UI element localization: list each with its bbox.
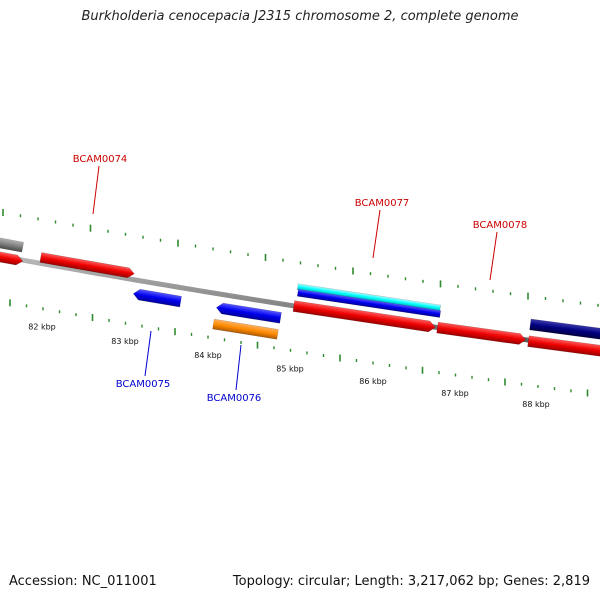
scale-label: 83 kbp: [111, 337, 139, 346]
gray-feature-left: [0, 236, 24, 253]
gene-label-leader: [144, 330, 152, 377]
bcam0077-cds: [292, 300, 436, 333]
navy-feature: [529, 318, 600, 341]
scale-label: 87 kbp: [441, 389, 469, 398]
gene-labels: BCAM0074 BCAM0075 BCAM0076 BCAM0077 BCAM0078: [73, 154, 528, 404]
blue-band-feature-shape: [296, 288, 442, 318]
gene-label: BCAM0075: [116, 379, 171, 390]
forward-cds-left: [0, 250, 24, 266]
scale-label: 88 kbp: [522, 400, 550, 409]
outer-tick-ring: [2, 209, 599, 307]
forward-cds-left-shape: [0, 250, 24, 266]
scale-label: 84 kbp: [194, 351, 222, 360]
gene-label: BCAM0077: [355, 198, 410, 209]
map-title: Burkholderia cenocepacia J2315 chromosom…: [81, 9, 519, 24]
scale-label: 86 kbp: [359, 377, 387, 386]
inner-tick-ring: [9, 299, 589, 397]
forward-cds-right: [527, 335, 600, 358]
scale-label: 85 kbp: [276, 364, 304, 373]
orange-feature-shape: [212, 318, 279, 340]
kbp-scale-labels: 82 kbp 83 kbp 84 kbp 85 kbp 86 kbp 87 kbp 88 k…: [28, 323, 550, 410]
gene-label-leader: [235, 344, 242, 391]
bcam0075-cds-shape: [132, 288, 182, 308]
gene-label: BCAM0074: [73, 154, 128, 165]
blue-band-feature: [296, 288, 442, 318]
gene-label: BCAM0078: [473, 220, 528, 231]
bcam0074-cds: [39, 252, 135, 279]
forward-cds-right-shape: [527, 335, 600, 358]
bcam0077-cds-shape: [292, 300, 436, 333]
gene-features: [0, 236, 600, 358]
gene-label-leader: [489, 231, 498, 281]
bcam0078-cds-shape: [436, 321, 526, 345]
gene-label-leader: [372, 209, 381, 259]
gene-label: BCAM0076: [207, 393, 262, 404]
gray-feature-left-shape: [0, 236, 24, 253]
bcam0078-cds: [436, 321, 526, 345]
gene-label-leader: [92, 165, 100, 215]
bcam0076-cds: [216, 302, 282, 324]
navy-feature-shape: [529, 318, 600, 341]
orange-feature: [212, 318, 279, 340]
bcam0074-cds-shape: [39, 252, 135, 279]
bcam0075-cds: [132, 288, 182, 308]
genome-summary-text: Topology: circular; Length: 3,217,062 bp…: [232, 574, 590, 589]
accession-text: Accession: NC_011001: [9, 574, 157, 589]
bcam0076-cds-shape: [216, 302, 282, 324]
scale-label: 82 kbp: [28, 323, 56, 332]
